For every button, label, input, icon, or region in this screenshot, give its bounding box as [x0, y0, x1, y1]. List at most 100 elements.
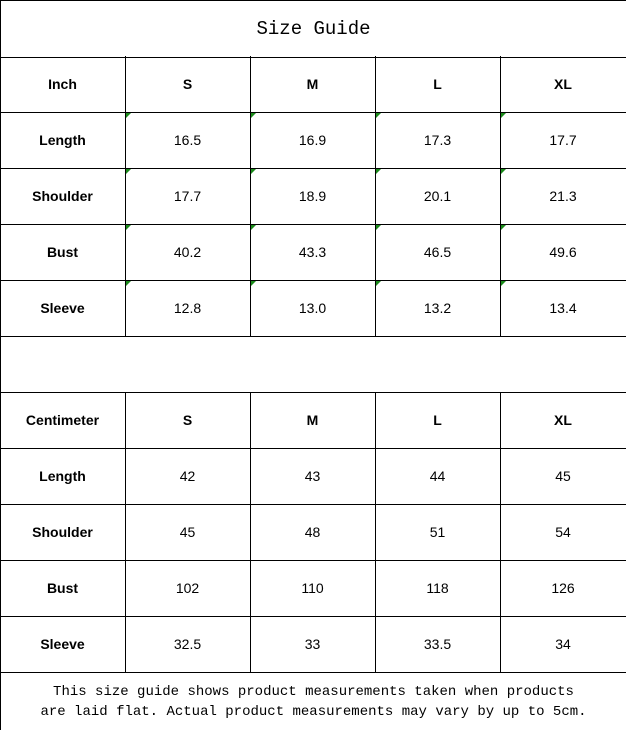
size-header-l: L	[375, 56, 501, 113]
cell-flag-icon	[501, 225, 506, 230]
size-header-l-text: L	[433, 76, 442, 92]
measurement-cell: 13.4	[500, 280, 626, 337]
measurement-cell-text: 16.9	[298, 132, 327, 148]
measurement-cell: 45	[500, 448, 626, 505]
cell-flag-icon	[251, 225, 256, 230]
measurement-cell: 33	[250, 616, 376, 673]
row-label-shoulder-text: Shoulder	[32, 188, 93, 204]
measurement-cell: 110	[250, 560, 376, 617]
size-header-s: S	[125, 392, 251, 449]
measurement-cell: 16.9	[250, 112, 376, 169]
cell-flag-icon	[126, 225, 131, 230]
cell-flag-icon	[251, 281, 256, 286]
measurement-cell: 20.1	[375, 168, 501, 225]
measurement-cell: 18.9	[250, 168, 376, 225]
size-header-s: S	[125, 56, 251, 113]
measurement-cell-text: 51	[429, 524, 446, 540]
cell-flag-icon	[376, 169, 381, 174]
cell-flag-icon	[376, 281, 381, 286]
measurement-cell-text: 46.5	[423, 244, 452, 260]
measurement-cell: 46.5	[375, 224, 501, 281]
measurement-cell: 21.3	[500, 168, 626, 225]
measurement-cell: 16.5	[125, 112, 251, 169]
row-label-bust: Bust	[1, 224, 126, 281]
row-label-length-text: Length	[39, 468, 86, 484]
cell-flag-icon	[376, 113, 381, 118]
measurement-cell: 43.3	[250, 224, 376, 281]
measurement-cell-text: 34	[555, 636, 571, 652]
measurement-cell-text: 40.2	[173, 244, 202, 260]
measurement-cell: 34	[500, 616, 626, 673]
size-header-m-text: M	[306, 76, 319, 92]
measurement-cell-text: 33	[304, 636, 321, 652]
measurement-cell: 13.0	[250, 280, 376, 337]
row-label-length: Length	[1, 112, 126, 169]
measurement-cell-text: 13.2	[423, 300, 452, 316]
measurement-cell: 13.2	[375, 280, 501, 337]
measurement-cell: 12.8	[125, 280, 251, 337]
row-label-length: Length	[1, 448, 126, 505]
row-label-sleeve: Sleeve	[1, 616, 126, 673]
measurement-cell-text: 13.0	[298, 300, 327, 316]
row-label-sleeve-text: Sleeve	[40, 636, 85, 652]
size-header-m-text: M	[306, 412, 319, 428]
size-header-xl: XL	[500, 392, 626, 449]
measurement-cell: 44	[375, 448, 501, 505]
measurement-cell: 118	[375, 560, 501, 617]
measurement-cell-text: 48	[304, 524, 321, 540]
measurement-cell: 102	[125, 560, 251, 617]
measurement-cell-text: 17.7	[173, 188, 202, 204]
measurement-cell: 126	[500, 560, 626, 617]
measurement-cell: 40.2	[125, 224, 251, 281]
measurement-note: This size guide shows product measuremen…	[1, 673, 626, 730]
row-label-length-text: Length	[39, 132, 86, 148]
measurement-cell-text: 18.9	[298, 188, 327, 204]
measurement-cell: 49.6	[500, 224, 626, 281]
row-label-shoulder: Shoulder	[1, 504, 126, 561]
measurement-cell-text: 43	[304, 468, 321, 484]
measurement-cell: 17.3	[375, 112, 501, 169]
measurement-cell-text: 21.3	[549, 188, 577, 204]
measurement-cell-text: 126	[551, 580, 575, 596]
measurement-cell: 32.5	[125, 616, 251, 673]
measurement-cell-text: 45	[179, 524, 196, 540]
cell-flag-icon	[501, 113, 506, 118]
measurement-cell-text: 13.4	[549, 300, 577, 316]
cell-flag-icon	[501, 169, 506, 174]
measurement-cell: 43	[250, 448, 376, 505]
measurement-cell: 51	[375, 504, 501, 561]
size-header-xl-text: XL	[554, 412, 572, 428]
unit-header-text: Inch	[48, 76, 77, 92]
spacer-row	[1, 336, 626, 393]
unit-header: Centimeter	[1, 392, 126, 449]
row-label-bust: Bust	[1, 560, 126, 617]
size-header-s-text: S	[182, 76, 193, 92]
note-line-1: This size guide shows product measuremen…	[53, 683, 574, 700]
measurement-cell-text: 17.3	[423, 132, 452, 148]
measurement-cell-text: 44	[429, 468, 446, 484]
row-label-sleeve-text: Sleeve	[40, 300, 85, 316]
measurement-cell: 54	[500, 504, 626, 561]
measurement-cell: 17.7	[500, 112, 626, 169]
measurement-cell: 42	[125, 448, 251, 505]
cell-flag-icon	[126, 281, 131, 286]
cell-flag-icon	[251, 169, 256, 174]
row-label-shoulder-text: Shoulder	[32, 524, 93, 540]
size-header-m: M	[250, 56, 376, 113]
measurement-cell: 45	[125, 504, 251, 561]
size-header-s-text: S	[182, 412, 193, 428]
size-header-l: L	[375, 392, 501, 449]
measurement-cell: 48	[250, 504, 376, 561]
measurement-cell: 33.5	[375, 616, 501, 673]
measurement-cell-text: 16.5	[173, 132, 202, 148]
cell-flag-icon	[251, 113, 256, 118]
measurement-cell-text: 110	[301, 580, 324, 596]
measurement-cell-text: 49.6	[549, 244, 577, 260]
row-label-bust-text: Bust	[46, 244, 79, 260]
cell-flag-icon	[126, 169, 131, 174]
size-header-xl: XL	[500, 56, 626, 113]
measurement-cell-text: 32.5	[173, 636, 202, 652]
row-label-sleeve: Sleeve	[1, 280, 126, 337]
measurement-cell-text: 54	[555, 524, 571, 540]
measurement-cell-text: 118	[426, 580, 449, 596]
